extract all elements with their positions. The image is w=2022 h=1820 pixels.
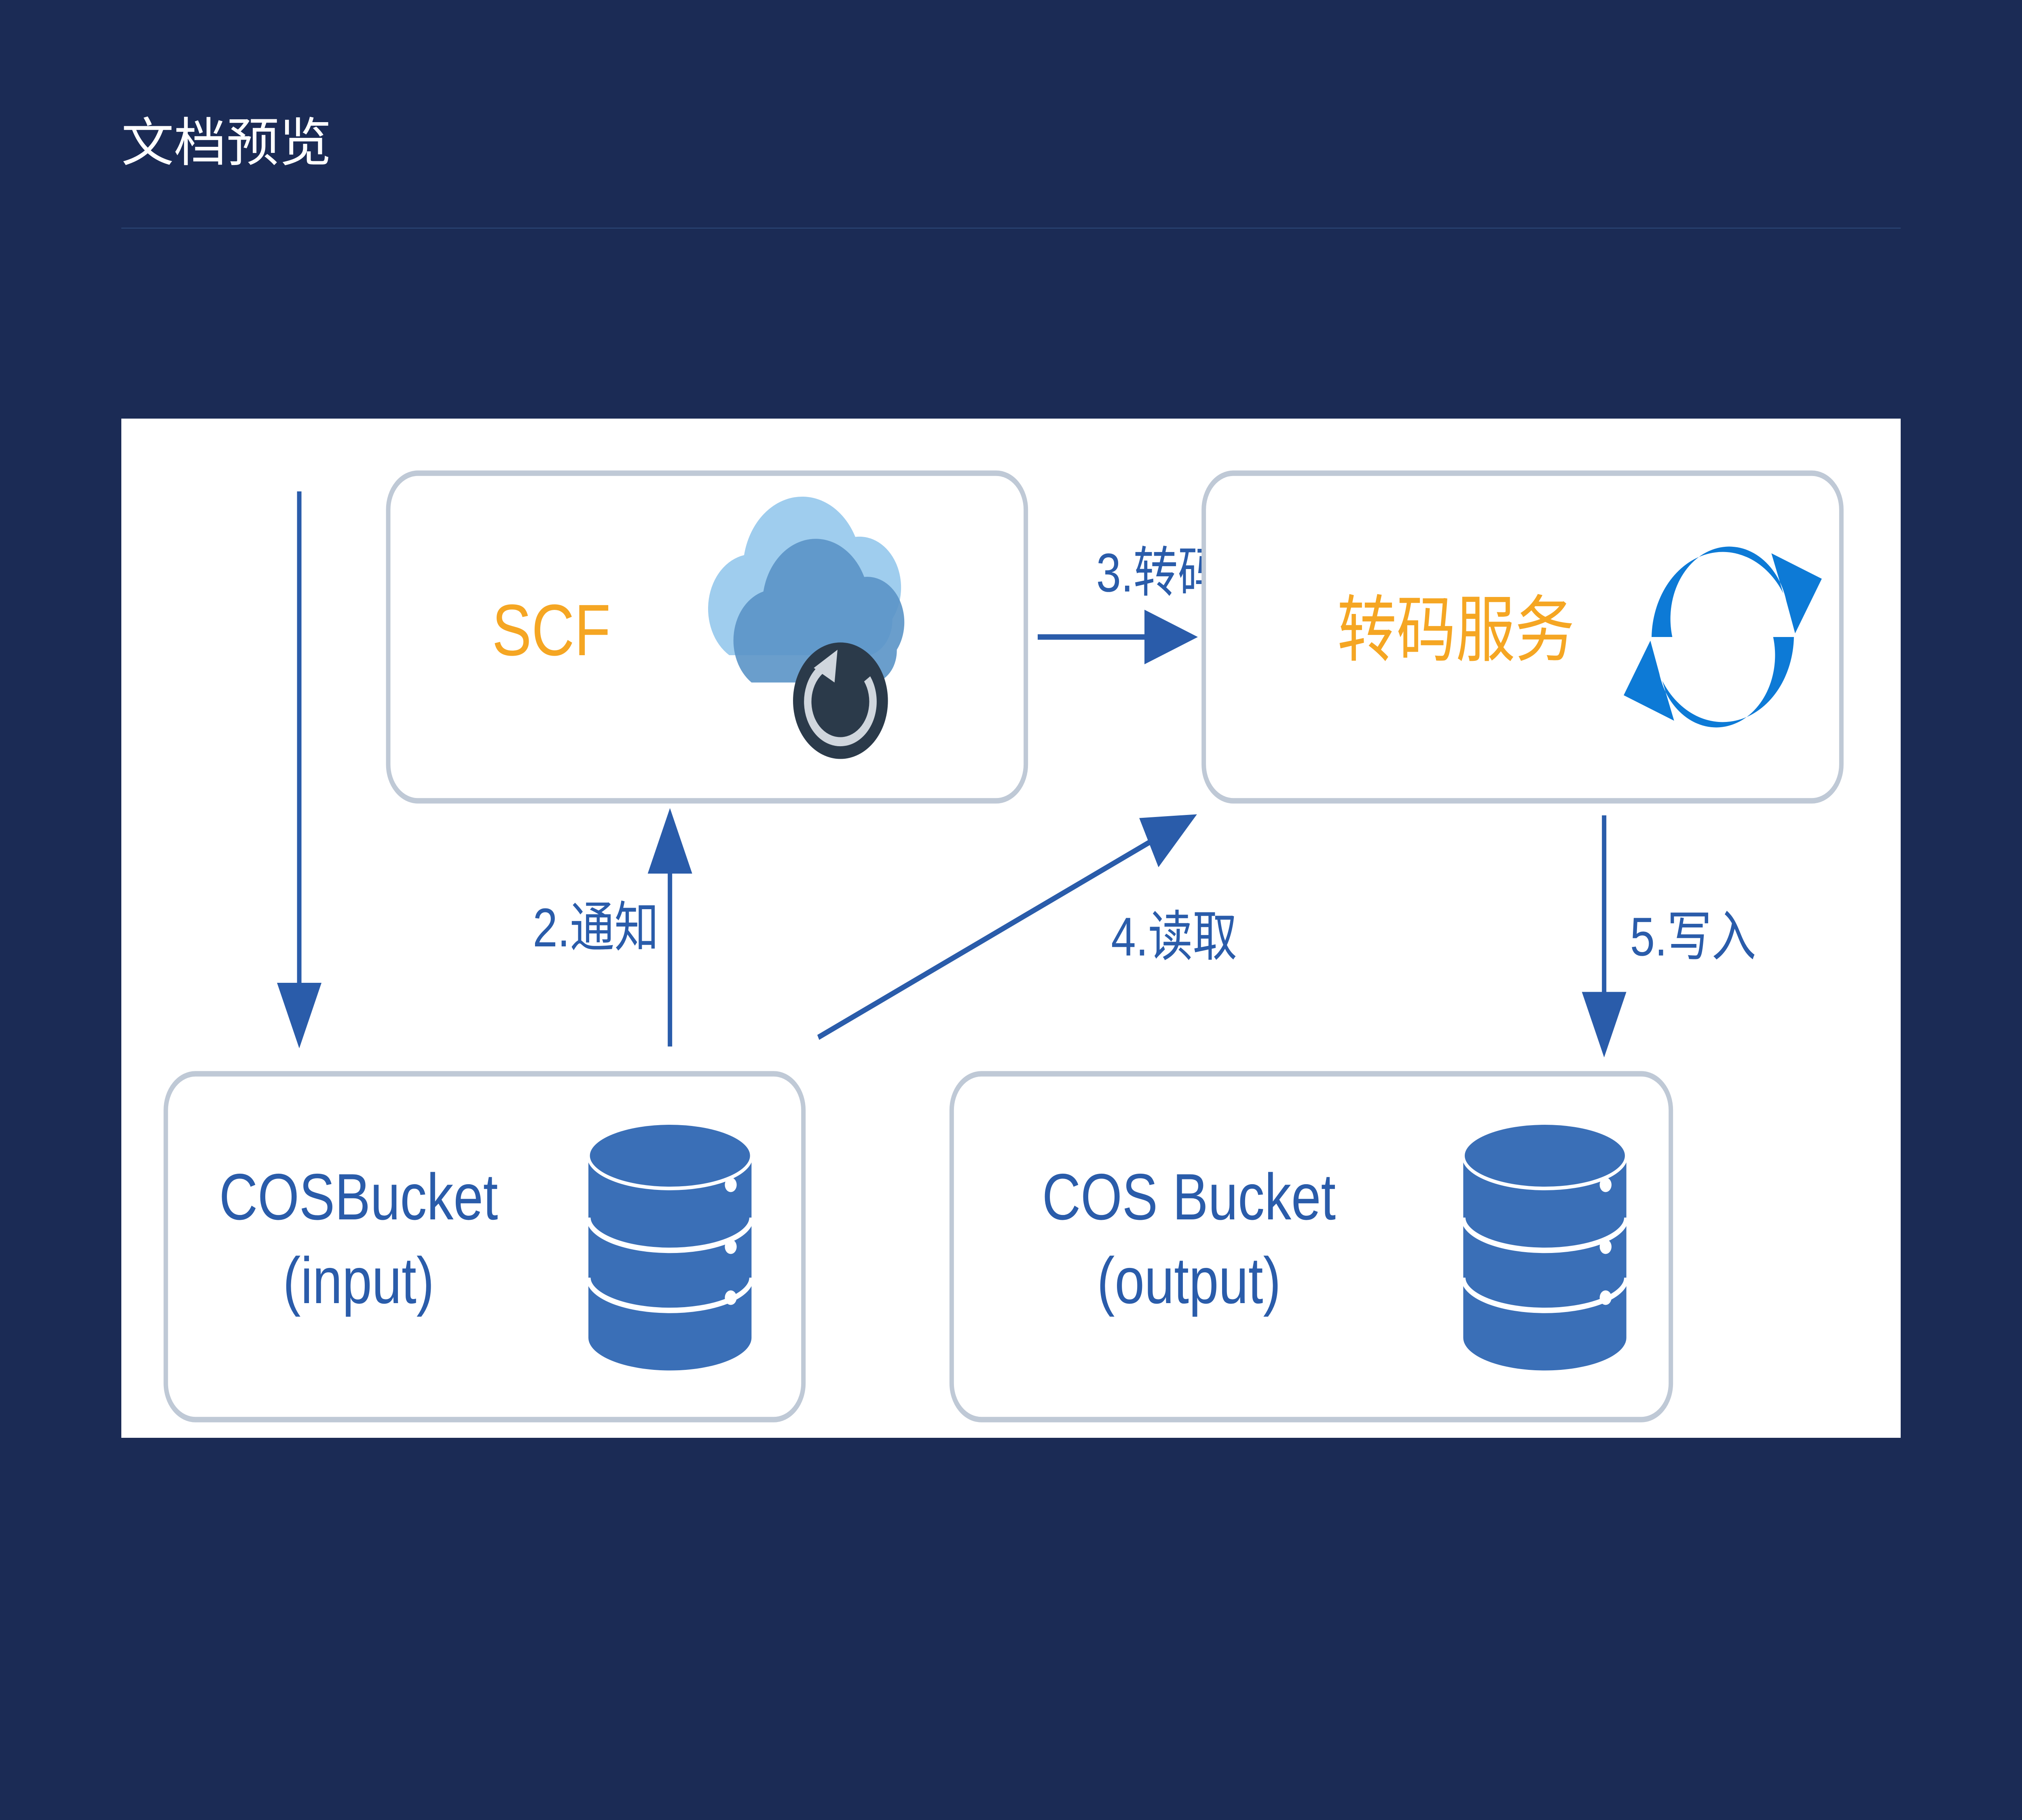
database-icon <box>1463 1123 1626 1371</box>
node-label2-cos-output: (output) <box>1097 1244 1281 1317</box>
title-underline <box>121 228 1901 229</box>
node-label-transcode: 转码服务 <box>1337 589 1575 671</box>
node-label1-cos-input: COSBucket <box>219 1160 498 1234</box>
node-scf: SCF <box>388 473 1026 801</box>
edge-label-e4: 4.读取 <box>1111 907 1237 967</box>
flowchart-diagram: 2.通知3.转码4.读取5.写入SCF转码服务COSBucket(input)C… <box>121 419 1901 1438</box>
node-label-scf: SCF <box>492 589 611 671</box>
diagram-container: 2.通知3.转码4.读取5.写入SCF转码服务COSBucket(input)C… <box>121 419 1901 1438</box>
slide-title: 文档预览 <box>121 100 332 176</box>
node-label2-cos-input: (input) <box>283 1244 434 1317</box>
node-cos-input: COSBucket (input) <box>166 1074 804 1420</box>
node-cos-output: COS Bucket (output) <box>952 1074 1671 1420</box>
edge-label-e2: 2.通知 <box>533 897 659 958</box>
database-icon <box>588 1123 751 1371</box>
edge-label-e5: 5.写入 <box>1630 907 1756 967</box>
node-transcode: 转码服务 <box>1204 473 1842 801</box>
node-label1-cos-output: COS Bucket <box>1042 1160 1336 1234</box>
slide: 文档预览 2.通知3.转码4.读取5.写入SCF转码服务COSBucket(in… <box>0 0 2022 1820</box>
